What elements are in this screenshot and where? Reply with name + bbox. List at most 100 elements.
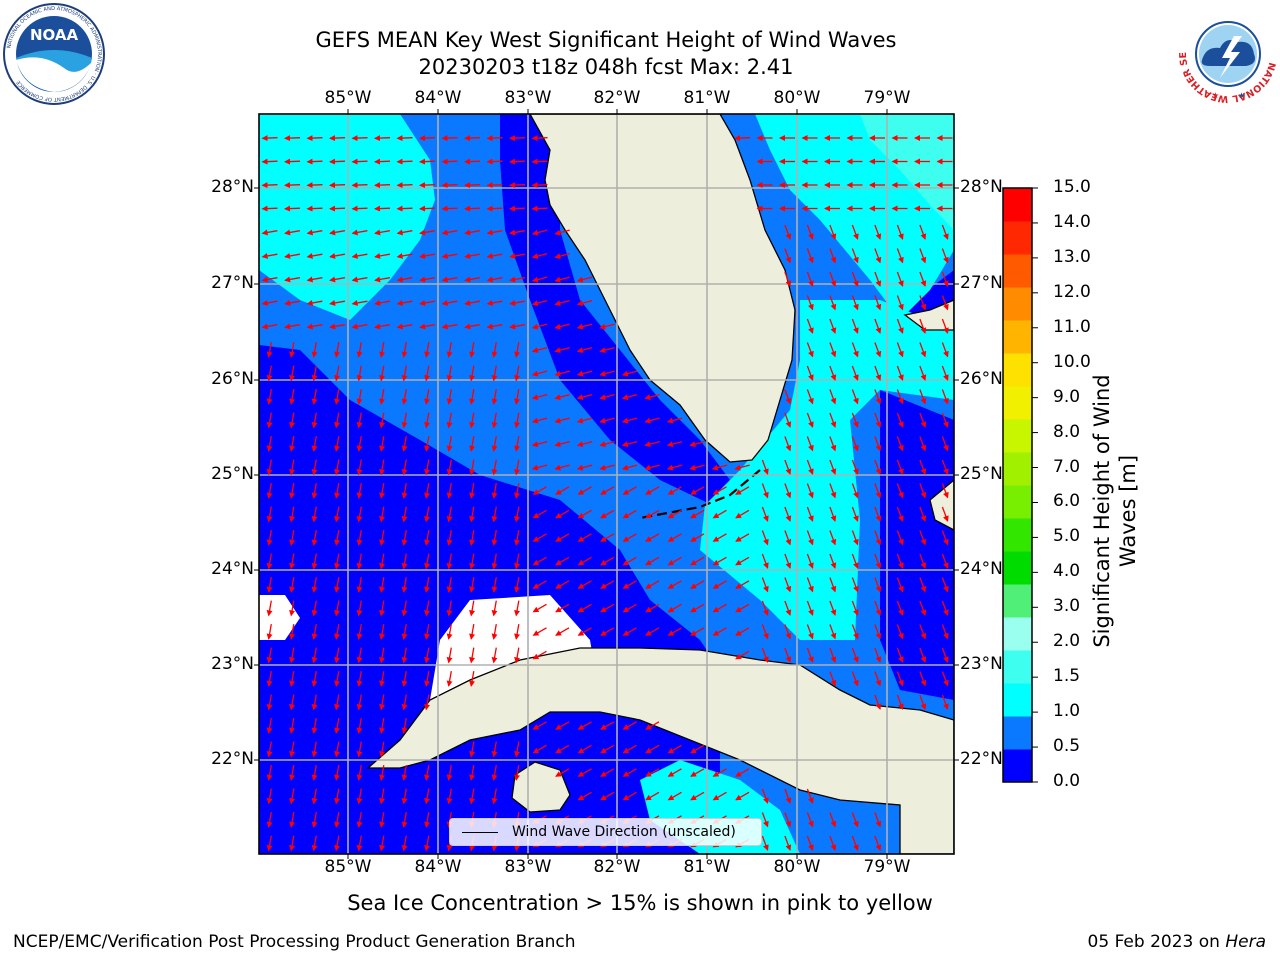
wave-direction-arrow	[284, 229, 301, 236]
wave-direction-arrow	[464, 299, 481, 306]
no-data-area-1	[259, 595, 300, 640]
wave-direction-arrow	[941, 553, 949, 569]
wave-direction-arrow	[690, 556, 705, 566]
wave-direction-arrow	[401, 412, 408, 429]
wave-direction-arrow	[851, 459, 859, 475]
wave-direction-arrow	[491, 341, 498, 358]
wave-direction-arrow	[829, 295, 837, 311]
wave-direction-arrow	[284, 135, 301, 142]
wave-direction-arrow	[289, 647, 296, 664]
lon-label-bottom: 80°W	[773, 857, 821, 877]
wave-direction-arrow	[424, 388, 431, 405]
wave-direction-arrow	[667, 556, 682, 566]
wave-direction-arrow	[554, 464, 570, 471]
wave-direction-arrow	[379, 435, 386, 452]
wave-direction-arrow	[896, 671, 904, 687]
wave-direction-arrow	[311, 412, 318, 429]
wave-direction-arrow	[874, 342, 882, 358]
wave-direction-arrow	[784, 459, 792, 475]
wave-direction-arrow	[784, 530, 792, 546]
wave-direction-arrow	[424, 482, 431, 499]
wave-direction-arrow	[379, 647, 386, 664]
wave-direction-arrow	[644, 417, 660, 424]
wave-direction-arrow	[896, 224, 904, 240]
colorbar-tick-label: 11.0	[1053, 316, 1091, 337]
wave-direction-arrow	[600, 556, 615, 566]
wave-direction-arrow	[311, 764, 318, 781]
lat-label-left: 22°N	[211, 749, 254, 769]
wave-direction-arrow	[532, 744, 547, 754]
colorbar-tick-label: 15.0	[1053, 177, 1091, 197]
wave-direction-arrow	[761, 624, 769, 640]
wave-direction-arrow	[491, 623, 498, 640]
wave-direction-arrow	[645, 509, 660, 519]
wave-direction-arrow	[266, 600, 273, 617]
wave-direction-arrow	[712, 768, 727, 777]
wave-direction-arrow	[356, 576, 363, 593]
wave-direction-arrow	[486, 323, 503, 330]
wave-direction-arrow	[667, 744, 682, 754]
wave-direction-arrow	[334, 506, 341, 523]
wave-direction-arrow	[941, 530, 949, 546]
wave-direction-arrow	[874, 389, 882, 405]
wave-direction-arrow	[577, 721, 592, 730]
wave-direction-arrow	[576, 370, 593, 377]
wave-direction-arrow	[829, 624, 837, 640]
lat-label-left: 27°N	[211, 273, 254, 293]
wave-direction-arrow	[941, 483, 949, 499]
wave-direction-arrow	[514, 365, 521, 382]
wave-direction-arrow	[896, 577, 904, 593]
wave-direction-arrow	[469, 623, 476, 640]
wave-direction-arrow	[919, 600, 927, 616]
wave-direction-arrow	[851, 365, 859, 381]
wave-direction-arrow	[874, 224, 882, 240]
wave-direction-arrow	[919, 295, 927, 311]
colorbar-tick-label: 9.0	[1053, 386, 1081, 407]
wave-direction-arrow	[555, 603, 570, 613]
wave-direction-arrow	[806, 647, 814, 663]
wave-direction-arrow	[266, 647, 273, 664]
wave-direction-arrow	[356, 529, 363, 546]
wave-direction-arrow	[735, 486, 750, 495]
wave-direction-arrow	[577, 627, 592, 636]
wave-direction-arrow	[645, 486, 660, 495]
lon-label-top: 81°W	[683, 88, 731, 108]
colorbar-segment	[1003, 287, 1032, 321]
map-frame	[258, 113, 955, 855]
wave-direction-arrow	[532, 650, 547, 660]
wave-direction-arrow	[419, 299, 436, 306]
wave-direction-arrow	[806, 459, 814, 475]
wave-direction-arrow	[577, 509, 592, 519]
wave-direction-arrow	[311, 647, 318, 664]
wave-direction-arrow	[379, 365, 386, 382]
wave-direction-arrow	[329, 205, 346, 212]
wave-direction-arrow	[576, 346, 593, 354]
wave-direction-arrow	[469, 764, 476, 781]
colorbar-label-line2: Waves [m]	[1116, 454, 1140, 568]
wave-direction-arrow	[424, 529, 431, 546]
wave-direction-arrow	[419, 135, 436, 142]
wave-direction-arrow	[401, 365, 408, 382]
wave-direction-arrow	[532, 486, 547, 495]
wave-direction-arrow	[401, 694, 408, 711]
wave-direction-arrow	[874, 506, 882, 522]
wave-direction-arrow	[806, 295, 814, 311]
wave-direction-arrow	[306, 252, 323, 259]
colorbar-tick-label: 3.0	[1053, 596, 1081, 617]
wave-direction-arrow	[644, 464, 660, 471]
wave-direction-arrow	[509, 229, 526, 236]
wave-direction-arrow	[424, 459, 431, 476]
wave-direction-arrow	[289, 388, 296, 405]
wave-direction-arrow	[424, 647, 431, 664]
wave-direction-arrow	[576, 393, 593, 401]
wave-direction-arrow	[806, 248, 814, 264]
wave-direction-arrow	[401, 435, 408, 452]
wave-direction-arrow	[446, 576, 453, 593]
wave-direction-arrow	[919, 459, 927, 475]
colorbar-segment	[1003, 221, 1032, 255]
wave-direction-arrow	[645, 533, 660, 542]
wave-direction-arrow	[356, 764, 363, 781]
wave-direction-arrow	[514, 388, 521, 405]
wave-direction-arrow	[441, 299, 458, 306]
